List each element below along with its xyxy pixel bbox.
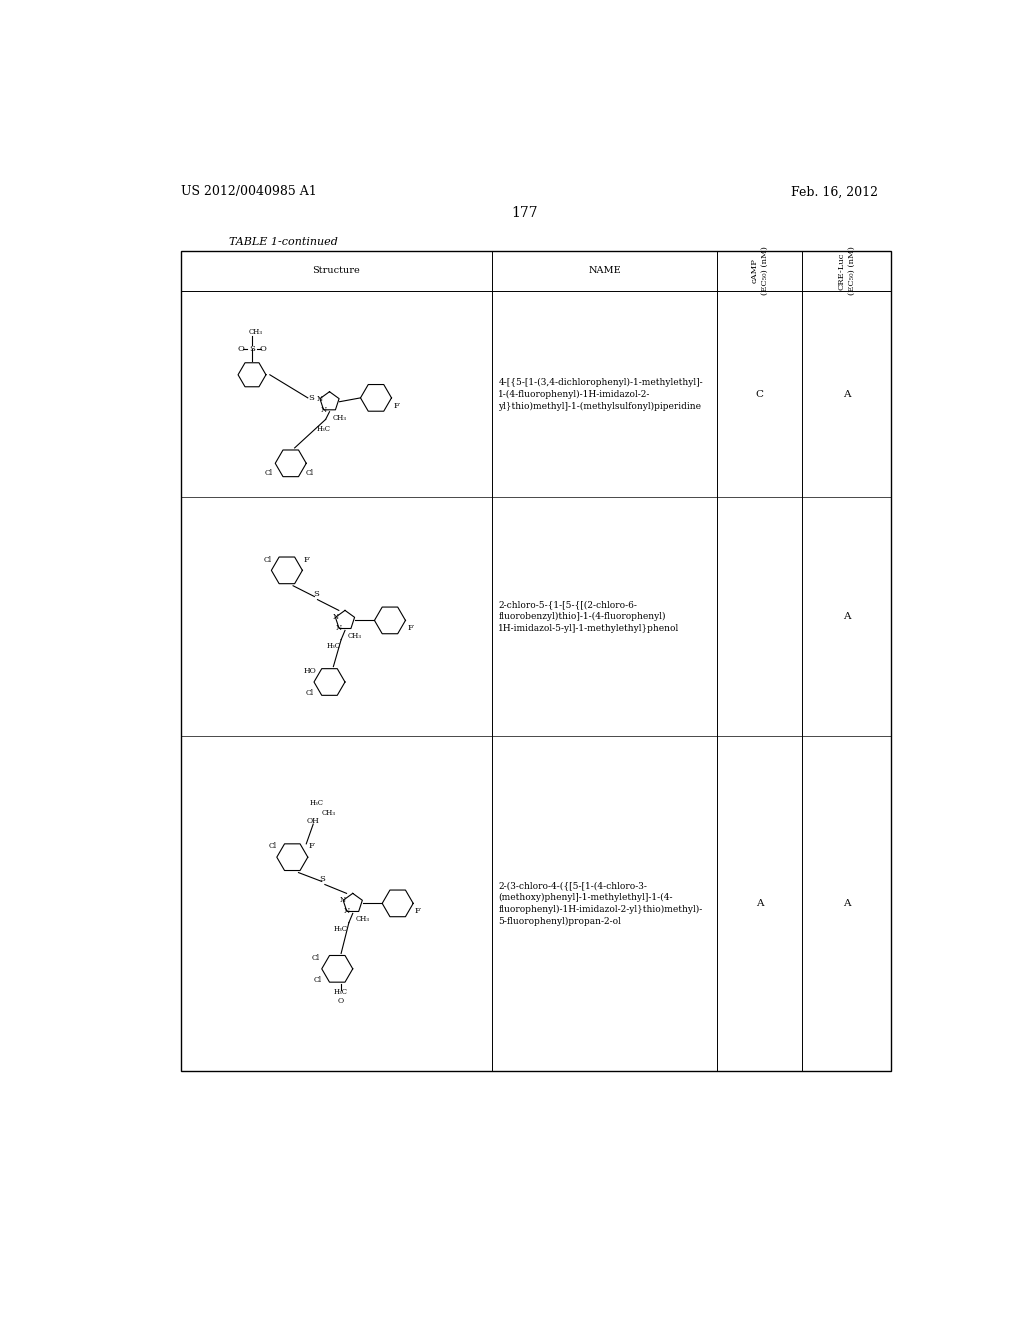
Text: Cl: Cl [265, 469, 273, 477]
Text: N: N [340, 896, 346, 904]
Text: C: C [756, 389, 764, 399]
Text: cAMP
(EC₅₀) (nM): cAMP (EC₅₀) (nM) [751, 247, 769, 296]
Text: A: A [843, 899, 851, 908]
Text: CH₃: CH₃ [348, 632, 362, 640]
Text: S: S [313, 590, 318, 598]
Text: F: F [415, 907, 421, 915]
Text: H₃C: H₃C [317, 425, 331, 433]
Text: H₃C: H₃C [327, 642, 340, 649]
Text: N: N [344, 907, 350, 916]
Text: O: O [338, 997, 344, 1005]
Text: F: F [408, 624, 413, 632]
Text: Structure: Structure [312, 267, 360, 276]
Text: A: A [756, 899, 763, 908]
Text: 2-(3-chloro-4-({[5-[1-(4-chloro-3-
(methoxy)phenyl]-1-methylethyl]-1-(4-
fluorop: 2-(3-chloro-4-({[5-[1-(4-chloro-3- (meth… [499, 880, 702, 925]
Text: F: F [309, 842, 314, 850]
Text: CH₃: CH₃ [333, 414, 346, 422]
Text: Cl: Cl [269, 842, 276, 850]
Text: N: N [333, 614, 339, 622]
Text: S: S [318, 875, 325, 883]
Text: 2-chloro-5-{1-[5-{[(2-chloro-6-
fluorobenzyl)thio]-1-(4-fluorophenyl)
1H-imidazo: 2-chloro-5-{1-[5-{[(2-chloro-6- fluorobe… [499, 601, 680, 632]
Text: O: O [259, 346, 266, 354]
Text: 4-[{5-[1-(3,4-dichlorophenyl)-1-methylethyl]-
1-(4-fluorophenyl)-1H-imidazol-2-
: 4-[{5-[1-(3,4-dichlorophenyl)-1-methylet… [499, 378, 703, 411]
Text: NAME: NAME [588, 267, 621, 276]
Text: N: N [336, 624, 342, 632]
Text: N: N [316, 395, 323, 403]
Text: A: A [843, 612, 851, 620]
Text: O: O [238, 346, 245, 354]
Text: F: F [394, 401, 399, 409]
Text: CH₃: CH₃ [249, 329, 263, 337]
Text: 177: 177 [511, 206, 539, 220]
Text: OH: OH [307, 817, 319, 825]
Text: US 2012/0040985 A1: US 2012/0040985 A1 [180, 185, 316, 198]
Text: N: N [321, 405, 327, 413]
Text: H₃C: H₃C [334, 987, 348, 995]
Bar [180, 251, 891, 1071]
Text: Feb. 16, 2012: Feb. 16, 2012 [792, 185, 879, 198]
Text: HO: HO [304, 667, 316, 676]
Text: A: A [843, 389, 851, 399]
Text: H₃C: H₃C [334, 925, 348, 933]
Text: F: F [303, 556, 309, 564]
Text: Cl: Cl [306, 689, 314, 697]
Text: CRE-Luc
(EC₅₀) (nM): CRE-Luc (EC₅₀) (nM) [838, 247, 856, 296]
Text: CH₃: CH₃ [322, 809, 336, 817]
Text: Cl: Cl [263, 556, 271, 564]
Text: Cl: Cl [313, 975, 322, 983]
Text: Cl: Cl [311, 954, 319, 962]
Text: S: S [309, 393, 314, 401]
Text: TABLE 1-continued: TABLE 1-continued [228, 238, 338, 247]
Text: S: S [249, 346, 255, 354]
Text: CH₃: CH₃ [355, 915, 370, 923]
Text: Cl: Cl [306, 469, 314, 477]
Text: H₃C: H₃C [310, 800, 325, 808]
